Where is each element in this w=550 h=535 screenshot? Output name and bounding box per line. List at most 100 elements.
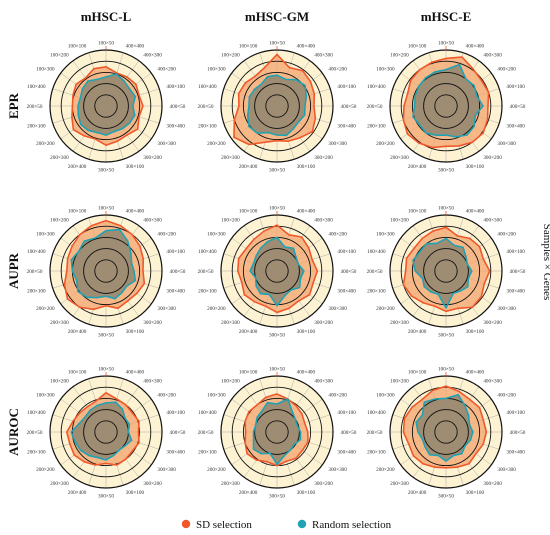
ring-gridline: [94, 259, 118, 283]
legend-sd-label: SD selection: [196, 519, 252, 531]
category-label: 400×400: [126, 208, 145, 214]
category-label: 400×200: [157, 66, 176, 72]
category-label: 300×100: [466, 329, 485, 335]
category-label: 100×200: [390, 52, 409, 58]
random-selection-line: [246, 74, 308, 137]
category-label: 300×50: [438, 332, 454, 338]
category-label: 200×50: [367, 104, 383, 110]
category-label: 300×100: [297, 164, 316, 170]
category-label: 100×100: [239, 43, 258, 49]
category-label: 100×300: [376, 66, 395, 72]
category-label: 400×200: [157, 392, 176, 398]
category-label: 200×200: [207, 141, 226, 147]
radar-panel-epr-mhsc-gm: 100×50 400×400 400×300 400×200 400×100 400×50…: [198, 40, 357, 173]
radar-panel-epr-mhsc-l: 100×50 400×400 400×300 400×200 400×100 400×50…: [27, 40, 186, 173]
random-selection-line: [70, 401, 133, 461]
category-label: 400×300: [143, 52, 162, 58]
category-label: 400×100: [166, 410, 185, 416]
category-label: 400×100: [166, 249, 185, 255]
side-axis-label: Samples × Genes: [541, 224, 550, 300]
sd-selection-line: [402, 385, 488, 469]
category-label: 400×400: [126, 369, 145, 375]
radar-panel-auroc-mhsc-e: 100×50 400×400 400×300 400×200 400×100 400×50…: [367, 366, 526, 499]
category-label: 200×100: [367, 288, 386, 294]
category-label: 200×100: [367, 123, 386, 129]
category-label: 100×300: [207, 231, 226, 237]
category-label: 300×300: [157, 467, 176, 473]
category-label: 300×400: [506, 288, 525, 294]
category-label: 200×200: [36, 306, 55, 312]
category-label: 100×300: [36, 66, 55, 72]
random-selection-line: [412, 63, 484, 138]
category-label: 100×100: [408, 43, 427, 49]
category-label: 200×50: [27, 269, 43, 275]
category-label: 200×400: [408, 164, 427, 170]
category-label: 100×100: [408, 208, 427, 214]
category-label: 200×300: [390, 155, 409, 161]
category-label: 400×100: [506, 410, 525, 416]
row-title-auroc: AUROC: [6, 408, 21, 456]
category-label: 100×400: [27, 249, 46, 255]
sd-selection-line: [237, 224, 319, 314]
category-label: 400×100: [337, 249, 356, 255]
category-label: 100×200: [221, 217, 240, 223]
ring-gridline: [400, 60, 492, 152]
category-label: 400×50: [341, 104, 357, 110]
category-label: 100×300: [376, 392, 395, 398]
category-label: 300×400: [337, 123, 356, 129]
category-label: 400×50: [510, 104, 526, 110]
random-selection-area: [71, 402, 132, 460]
category-label: 400×50: [510, 430, 526, 436]
column-title-mhsc-gm: mHSC-GM: [245, 9, 309, 24]
category-label: 100×50: [438, 40, 454, 46]
category-label: 300×300: [157, 141, 176, 147]
category-label: 300×50: [269, 332, 285, 338]
category-label: 400×100: [506, 84, 525, 90]
category-label: 400×400: [466, 43, 485, 49]
sd-selection-line: [402, 56, 490, 149]
category-label: 100×300: [207, 392, 226, 398]
sd-selection-line: [71, 66, 144, 146]
category-label: 400×300: [314, 52, 333, 58]
category-label: 200×300: [390, 320, 409, 326]
category-label: 300×50: [98, 167, 114, 173]
category-label: 300×100: [297, 490, 316, 496]
ring-gridline: [242, 71, 312, 141]
category-label: 300×50: [269, 493, 285, 499]
category-label: 100×200: [50, 378, 69, 384]
category-label: 100×50: [98, 366, 114, 372]
category-label: 200×300: [50, 155, 69, 161]
ring-gridline: [94, 420, 118, 444]
category-label: 100×50: [269, 366, 285, 372]
category-label: 100×50: [269, 205, 285, 211]
category-label: 100×100: [408, 369, 427, 375]
category-label: 100×200: [221, 52, 240, 58]
category-label: 200×400: [68, 329, 87, 335]
category-label: 100×100: [239, 208, 258, 214]
random-selection-line: [70, 228, 137, 300]
category-label: 200×300: [221, 320, 240, 326]
category-label: 100×200: [50, 52, 69, 58]
category-label: 200×200: [376, 467, 395, 473]
category-label: 200×100: [27, 123, 46, 129]
category-label: 400×300: [483, 378, 502, 384]
category-label: 100×400: [367, 410, 386, 416]
category-label: 300×200: [314, 320, 333, 326]
category-label: 400×50: [170, 104, 186, 110]
category-label: 300×400: [337, 288, 356, 294]
category-label: 200×200: [207, 306, 226, 312]
radar-panel-auroc-mhsc-l: 100×50 400×400 400×300 400×200 400×100 400×50…: [27, 366, 186, 499]
ring-gridline: [423, 248, 469, 294]
category-label: 100×300: [36, 231, 55, 237]
category-label: 200×300: [50, 320, 69, 326]
category-label: 300×100: [466, 490, 485, 496]
random-selection-area: [71, 229, 136, 299]
category-label: 100×300: [376, 231, 395, 237]
category-label: 400×300: [314, 378, 333, 384]
category-label: 200×200: [207, 467, 226, 473]
random-selection-line: [249, 236, 305, 307]
category-label: 400×50: [341, 269, 357, 275]
ring-gridline: [411, 236, 481, 306]
category-label: 300×50: [98, 493, 114, 499]
